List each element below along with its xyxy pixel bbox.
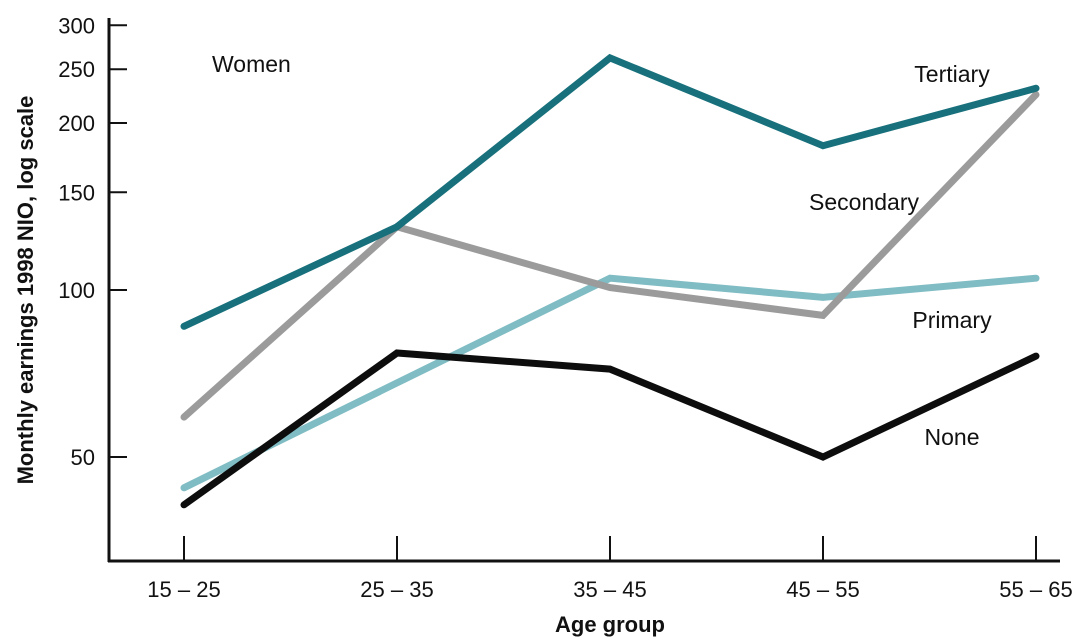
x-tick-label: 15 – 25: [147, 577, 220, 602]
series-label-primary: Primary: [912, 307, 992, 333]
series-label-secondary: Secondary: [809, 189, 919, 215]
x-ticks: 15 – 25 25 – 35 35 – 45 45 – 55 55 – 65: [147, 536, 1073, 602]
x-tick-label: 25 – 35: [360, 577, 433, 602]
chart-annotation: Women: [212, 51, 291, 77]
series-lines: [180, 53, 1040, 509]
y-tick-label: 300: [58, 13, 95, 38]
series-line-primary: [180, 274, 1040, 492]
series-line-secondary: [180, 91, 1040, 421]
y-tick-label: 150: [58, 180, 95, 205]
series-line-none: [180, 349, 1040, 509]
x-tick-label: 45 – 55: [786, 577, 859, 602]
series-label-none: None: [925, 424, 980, 450]
x-axis-title: Age group: [555, 612, 665, 637]
x-tick-label: 35 – 45: [573, 577, 646, 602]
series-line-tertiary: [180, 53, 1040, 330]
y-tick-label: 50: [71, 445, 95, 470]
x-tick-label: 55 – 65: [999, 577, 1072, 602]
y-tick-label: 250: [58, 57, 95, 82]
y-tick-label: 100: [58, 278, 95, 303]
y-axis-title: Monthly earnings 1998 NIO, log scale: [13, 96, 38, 485]
series-labels: Tertiary Secondary Primary None: [809, 61, 992, 450]
y-ticks: 50 100 150 200 250 300: [58, 13, 127, 470]
y-tick-label: 200: [58, 111, 95, 136]
series-label-tertiary: Tertiary: [914, 61, 990, 87]
